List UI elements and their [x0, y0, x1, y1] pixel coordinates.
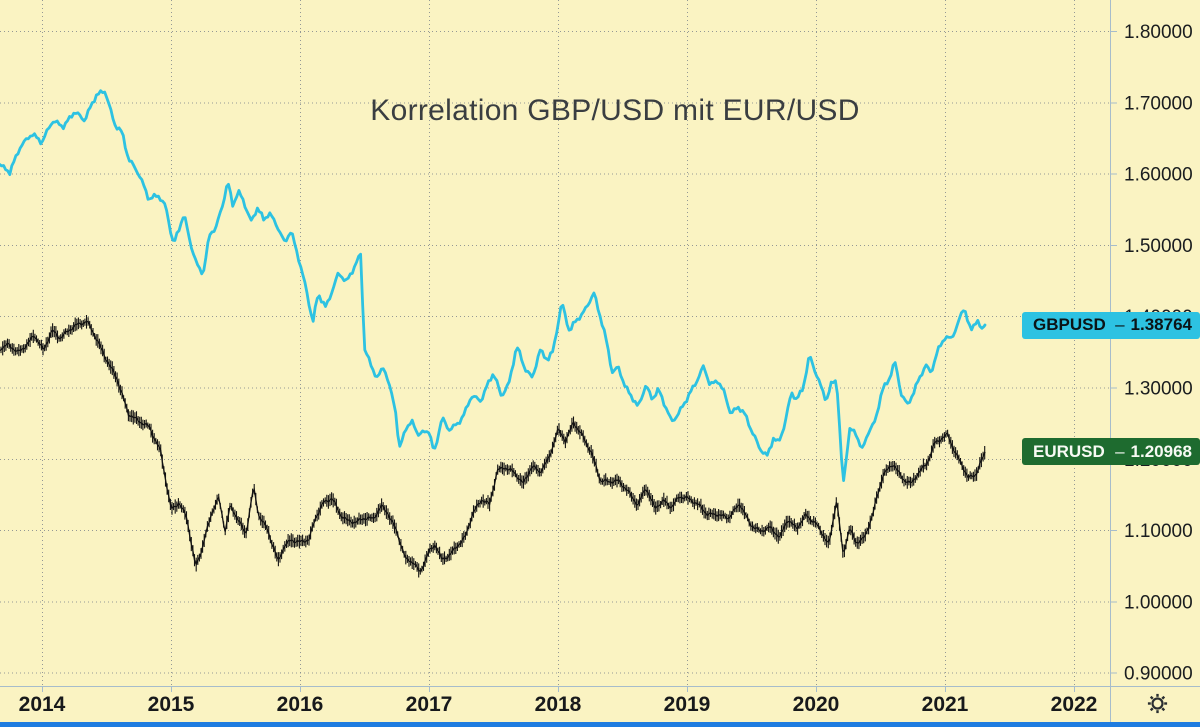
eurusd-series-line: [0, 320, 986, 573]
eurusd-symbol-label: EURUSD: [1033, 441, 1105, 461]
gbpusd-symbol-label: GBPUSD: [1033, 315, 1106, 334]
price-tick-label: 1.50000: [1124, 236, 1193, 257]
year-tick-label: 2016: [277, 693, 324, 716]
year-tick-label: 2020: [793, 693, 840, 716]
price-tick-label: 1.70000: [1124, 93, 1193, 114]
price-tick-label: 1.00000: [1124, 592, 1193, 613]
price-tick-label: 1.10000: [1124, 521, 1193, 542]
gbpusd-last-price: 1.38764: [1130, 315, 1192, 334]
bottom-accent-bar: [0, 722, 1200, 727]
gbpusd-separator: –: [1115, 315, 1125, 334]
chart-title: Korrelation GBP/USD mit EUR/USD: [370, 94, 860, 127]
price-axis[interactable]: [1110, 0, 1200, 686]
year-tick-label: 2018: [535, 693, 582, 716]
gear-sun-icon: [1147, 693, 1168, 714]
year-tick-label: 2015: [148, 693, 195, 716]
price-tick-label: 1.60000: [1124, 165, 1193, 186]
time-axis[interactable]: [0, 686, 1110, 722]
gbpusd-price-marker[interactable]: GBPUSD – 1.38764: [1022, 311, 1200, 339]
eurusd-last-price: 1.20968: [1130, 441, 1192, 461]
gbpusd-series-line: [0, 89, 987, 482]
price-tick-label: 1.30000: [1124, 379, 1193, 400]
eurusd-series-bars: [0, 315, 986, 578]
year-tick-label: 2021: [922, 693, 969, 716]
axis-settings-button[interactable]: [1144, 690, 1171, 717]
eurusd-separator: –: [1115, 441, 1125, 461]
year-tick-label: 2017: [406, 693, 453, 716]
eurusd-price-marker[interactable]: EURUSD – 1.20968: [1022, 438, 1200, 466]
price-tick-label: 0.90000: [1124, 664, 1193, 685]
year-tick-label: 2019: [664, 693, 711, 716]
year-tick-label: 2022: [1051, 693, 1098, 716]
year-tick-label: 2014: [19, 693, 66, 716]
price-tick-label: 1.80000: [1124, 22, 1193, 43]
